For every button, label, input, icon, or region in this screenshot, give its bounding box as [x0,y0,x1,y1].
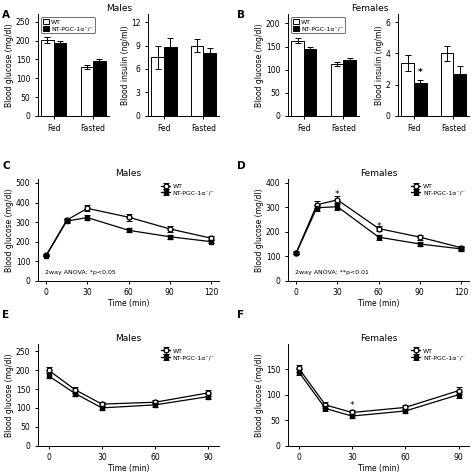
X-axis label: Time (min): Time (min) [358,299,400,308]
Bar [414,83,427,116]
Legend: WT, NT-PGC-1α⁻/⁻: WT, NT-PGC-1α⁻/⁻ [291,18,345,33]
Legend: WT, NT-PGC-1α⁻/⁻: WT, NT-PGC-1α⁻/⁻ [160,182,216,197]
Text: *: * [418,68,423,77]
Bar [401,63,414,116]
Text: *: * [335,190,340,199]
X-axis label: Time (min): Time (min) [108,464,149,473]
Title: Males: Males [116,334,142,343]
Text: B: B [237,10,245,20]
Text: 2way ANOVA: **p<0.01: 2way ANOVA: **p<0.01 [295,270,369,274]
Legend: WT, NT-PGC-1α⁻/⁻: WT, NT-PGC-1α⁻/⁻ [410,347,466,362]
Bar [441,54,454,116]
Text: *: * [350,401,354,410]
Bar [331,64,343,116]
Bar [291,41,304,116]
Text: D: D [237,161,246,171]
Bar [343,60,356,116]
Text: *: * [126,215,131,224]
Y-axis label: Blood glucose (mg/dl): Blood glucose (mg/dl) [5,188,14,272]
Text: 2way ANOVA: *p<0.05: 2way ANOVA: *p<0.05 [45,270,116,274]
Title: Females: Females [360,169,397,178]
Text: C: C [2,161,10,171]
Bar [93,61,106,116]
Y-axis label: Blood glucose (mg/dl): Blood glucose (mg/dl) [255,23,264,107]
Text: **: ** [293,27,302,36]
X-axis label: Time (min): Time (min) [108,299,149,308]
Bar [151,57,164,116]
Text: A: A [2,10,10,20]
Y-axis label: Blood glucose (mg/dl): Blood glucose (mg/dl) [5,353,14,437]
Text: E: E [2,310,9,320]
Bar [164,47,176,116]
Y-axis label: Blood glucose (mg/dl): Blood glucose (mg/dl) [5,23,14,107]
Bar [454,73,466,116]
Bar [203,54,216,116]
Title: Males: Males [107,4,133,13]
Bar [191,46,203,116]
Legend: WT, NT-PGC-1α⁻/⁻: WT, NT-PGC-1α⁻/⁻ [410,182,466,197]
Legend: WT, NT-PGC-1α⁻/⁻: WT, NT-PGC-1α⁻/⁻ [160,347,216,362]
Title: Males: Males [116,169,142,178]
Bar [41,40,54,116]
Y-axis label: Blood insulin (ng/ml): Blood insulin (ng/ml) [120,25,129,105]
Legend: WT, NT-PGC-1α⁻/⁻: WT, NT-PGC-1α⁻/⁻ [41,18,95,33]
Bar [54,43,66,116]
Y-axis label: Blood glucose (mg/dl): Blood glucose (mg/dl) [255,188,264,272]
Text: *: * [376,222,381,230]
Y-axis label: Blood insulin (ng/ml): Blood insulin (ng/ml) [375,25,384,105]
Text: F: F [237,310,244,320]
Bar [81,67,93,116]
Y-axis label: Blood glucose (mg/dl): Blood glucose (mg/dl) [255,353,264,437]
X-axis label: Time (min): Time (min) [358,464,400,473]
Title: Females: Females [351,4,389,13]
Bar [304,49,317,116]
Title: Females: Females [360,334,397,343]
